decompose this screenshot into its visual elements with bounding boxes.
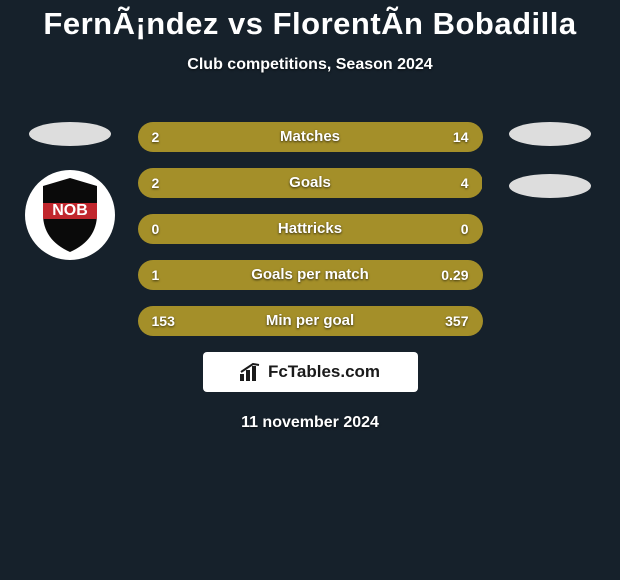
bar-label: Matches bbox=[138, 122, 483, 152]
chart-icon bbox=[240, 363, 262, 381]
club-badge-left: NOB bbox=[25, 170, 115, 260]
player-placeholder-right-2 bbox=[509, 174, 591, 198]
stat-bar: 24Goals bbox=[138, 168, 483, 198]
bar-label: Goals bbox=[138, 168, 483, 198]
stat-bar: 00Hattricks bbox=[138, 214, 483, 244]
footer-brand-text: FcTables.com bbox=[268, 362, 380, 382]
date-text: 11 november 2024 bbox=[0, 414, 620, 432]
footer-brand[interactable]: FcTables.com bbox=[203, 352, 418, 392]
page-title: FernÃ¡ndez vs FlorentÃ­n Bobadilla bbox=[0, 0, 620, 42]
comparison-card: FernÃ¡ndez vs FlorentÃ­n Bobadilla Club … bbox=[0, 0, 620, 580]
content-row: NOB 214Matches 24Goals 00Hattricks 10.29Goa… bbox=[0, 122, 620, 336]
club-left-column: NOB bbox=[20, 122, 120, 260]
stat-bar: 214Matches bbox=[138, 122, 483, 152]
player-placeholder-right-1 bbox=[509, 122, 591, 146]
nob-badge-icon: NOB bbox=[25, 170, 115, 260]
bar-label: Min per goal bbox=[138, 306, 483, 336]
player-placeholder-left bbox=[29, 122, 111, 146]
stat-bars: 214Matches 24Goals 00Hattricks 10.29Goals p… bbox=[138, 122, 483, 336]
stat-bar: 153357Min per goal bbox=[138, 306, 483, 336]
stat-bar: 10.29Goals per match bbox=[138, 260, 483, 290]
badge-text: NOB bbox=[52, 202, 88, 219]
bar-label: Hattricks bbox=[138, 214, 483, 244]
bar-label: Goals per match bbox=[138, 260, 483, 290]
subtitle: Club competitions, Season 2024 bbox=[0, 56, 620, 74]
club-right-column bbox=[500, 122, 600, 198]
